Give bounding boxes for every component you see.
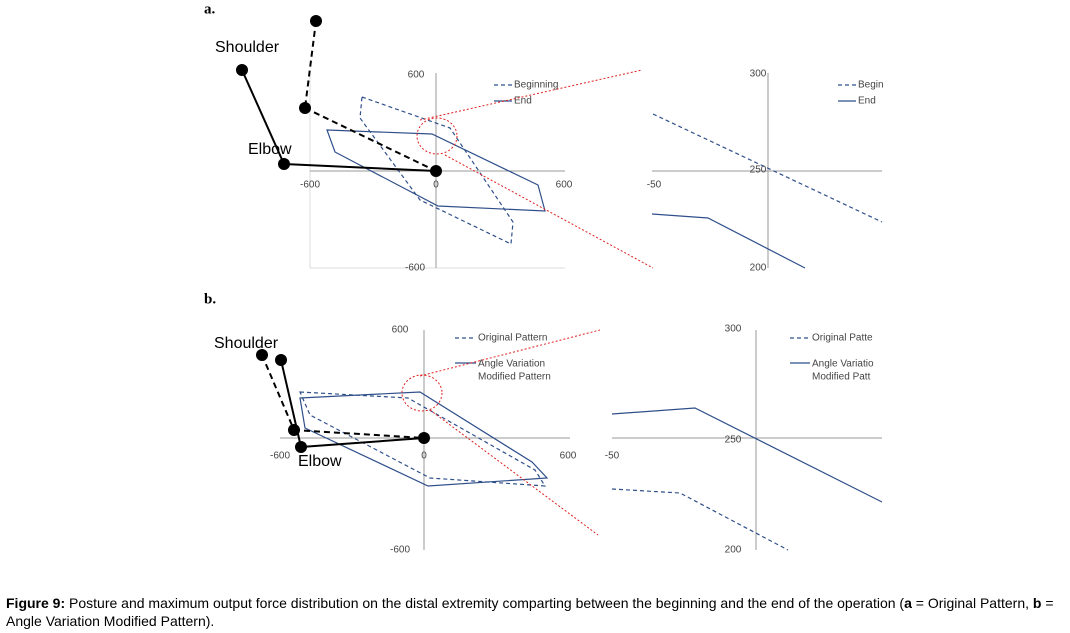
arm-segment <box>293 429 425 439</box>
tick-label: -600 <box>390 545 410 556</box>
zoom-circle <box>401 374 443 412</box>
panel-label: a. <box>204 1 216 17</box>
zoom-line <box>419 69 643 121</box>
tick-label: -600 <box>300 180 320 191</box>
tick-label: 300 <box>725 324 742 335</box>
tick-label: -600 <box>270 451 290 462</box>
legend-text: Begin <box>858 80 884 91</box>
original-shape <box>611 488 789 551</box>
arm-label: Shoulder <box>214 335 279 352</box>
arm-label: Elbow <box>248 141 292 158</box>
tick-label: 250 <box>750 165 767 176</box>
legend-text: End <box>514 96 532 107</box>
end-shape <box>651 213 806 269</box>
arm-segment <box>304 20 317 109</box>
tick-label: 600 <box>392 325 409 336</box>
caption-key: b <box>1032 595 1042 611</box>
end-shape <box>326 129 546 212</box>
arm-segment <box>241 69 285 165</box>
tick-label: 0 <box>433 180 439 191</box>
tick-label: 0 <box>421 451 427 462</box>
caption: Figure 9: Posture and maximum output for… <box>6 594 1066 630</box>
figure: a. 600 -600 0 600 -600 Beginning End Sho… <box>204 1 884 556</box>
tick-label: -50 <box>647 180 662 191</box>
zoom-line <box>429 409 599 536</box>
caption-text: = Angle Variation Modified Pattern). <box>6 595 1054 629</box>
tick-label: 200 <box>750 263 767 274</box>
caption-label: Figure 9: <box>6 595 66 611</box>
caption-key: a <box>904 595 912 611</box>
caption-text: = Original Pattern, <box>911 595 1033 611</box>
legend-text: Original Pattern <box>478 333 547 344</box>
arm-segment <box>283 163 437 172</box>
legend-text: Angle Variatio <box>812 359 874 370</box>
tick-label: 600 <box>556 180 573 191</box>
legend-text: Original Patte <box>812 333 873 344</box>
joints <box>236 15 442 177</box>
arm-segment <box>300 437 425 448</box>
tick-label: -600 <box>405 263 425 274</box>
tick-label: 300 <box>750 69 767 80</box>
modified-shape <box>299 391 549 487</box>
panel-label: b. <box>204 291 216 307</box>
legend-text: Modified Patt <box>812 372 871 383</box>
zoom-line <box>419 329 601 377</box>
zoom-line <box>444 154 654 269</box>
beginning-shape <box>359 96 514 245</box>
zoom-circle <box>416 117 458 155</box>
tick-label: 250 <box>725 435 742 446</box>
modified-shape <box>611 407 883 503</box>
arm-label: Shoulder <box>215 39 280 56</box>
legend-text: Beginning <box>514 80 558 91</box>
original-shape <box>299 391 547 487</box>
legend-text: Modified Pattern <box>478 372 551 383</box>
arm-label: Elbow <box>298 453 342 470</box>
caption-text: Posture and maximum output force distrib… <box>65 595 905 611</box>
legend-text: End <box>858 96 876 107</box>
arm-segment <box>304 107 437 172</box>
tick-label: -50 <box>605 451 620 462</box>
arm-segment <box>261 354 295 431</box>
tick-label: 600 <box>560 451 577 462</box>
joints <box>256 349 430 453</box>
tick-label: 200 <box>725 545 742 556</box>
tick-label: 600 <box>408 70 425 81</box>
legend-text: Angle Variation <box>478 359 545 370</box>
beginning-shape <box>652 113 883 223</box>
